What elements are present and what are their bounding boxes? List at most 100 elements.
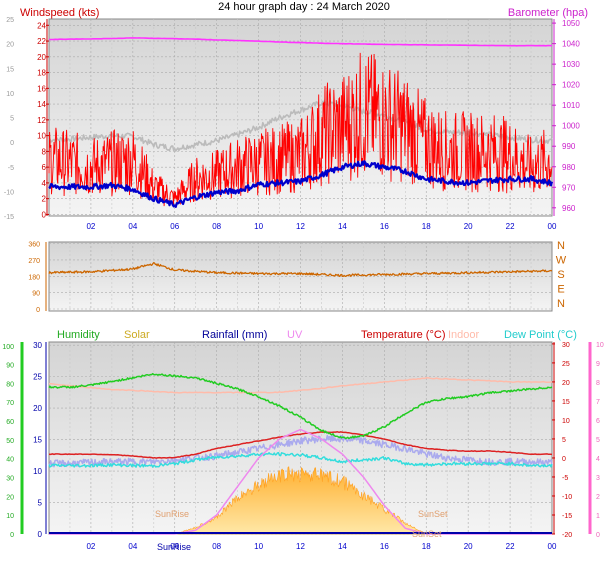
tick-wind-outer-15: 15	[6, 66, 14, 73]
tick-baro-1040: 1040	[562, 40, 580, 49]
tick-temp--5: -5	[562, 475, 568, 482]
tick-wind-inner-12: 12	[37, 116, 46, 125]
tick-temp-20: 20	[562, 380, 570, 387]
tick-uv-1: 1	[596, 513, 600, 520]
tick-wind-outer-5: 5	[10, 116, 14, 123]
series-wind-direction	[48, 261, 553, 278]
tick-x-wind-00: 00	[548, 222, 557, 231]
tick-x-wind-16: 16	[380, 222, 389, 231]
compass-E-3: E	[557, 284, 564, 296]
tick-dir-180: 180	[28, 274, 40, 281]
tick-wind-inner-2: 2	[42, 195, 47, 204]
legend-solar: Solar	[124, 329, 150, 341]
sunrise-label-lower: SunRise	[157, 542, 191, 552]
tick-left-25: 25	[33, 373, 42, 382]
tick-wind-outer--5: -5	[8, 165, 14, 172]
chart-title: 24 hour graph day : 24 March 2020	[218, 1, 390, 13]
tick-uv-0: 0	[596, 532, 600, 539]
tick-left-30: 30	[33, 341, 42, 350]
tick-x-wind-14: 14	[338, 222, 347, 231]
legend-humidity: Humidity	[57, 329, 100, 341]
tick-temp--20: -20	[562, 532, 572, 539]
tick-temp--15: -15	[562, 513, 572, 520]
legend-rainfall: Rainfall (mm)	[202, 329, 267, 341]
tick-wind-inner-6: 6	[42, 163, 47, 172]
series-indoor	[49, 377, 553, 394]
tick-dir-0: 0	[36, 307, 40, 314]
compass-W-1: W	[556, 255, 567, 267]
legend-temperature: Temperature (°C)	[361, 329, 445, 341]
tick-x-temp-14: 14	[338, 542, 347, 551]
tick-left-20: 20	[33, 404, 42, 413]
tick-wind-inner-4: 4	[42, 179, 47, 188]
legend-indoor: Indoor	[448, 329, 480, 341]
tick-left-0: 0	[38, 530, 43, 539]
tick-baro-980: 980	[562, 163, 576, 172]
tick-baro-1030: 1030	[562, 60, 580, 69]
tick-x-temp-02: 02	[86, 542, 95, 551]
tick-humidity-0: 0	[10, 532, 14, 539]
tick-x-temp-12: 12	[296, 542, 305, 551]
tick-humidity-100: 100	[2, 344, 14, 351]
tick-uv-2: 2	[596, 494, 600, 501]
tick-humidity-30: 30	[6, 476, 14, 483]
tick-baro-1010: 1010	[562, 101, 580, 110]
tick-humidity-80: 80	[6, 381, 14, 388]
tick-baro-960: 960	[562, 204, 576, 213]
tick-x-temp-10: 10	[254, 542, 263, 551]
windspeed-axis-title: Windspeed (kts)	[20, 7, 99, 19]
series-humidity	[48, 372, 553, 440]
tick-wind-outer-10: 10	[6, 91, 14, 98]
tick-x-temp-16: 16	[380, 542, 389, 551]
tick-x-wind-10: 10	[254, 222, 263, 231]
tick-uv-8: 8	[596, 380, 600, 387]
barometer-axis-title: Barometer (hpa)	[508, 7, 588, 19]
axis-labels: 2422201816141210864202520151050-5-10-151…	[2, 17, 604, 551]
tick-temp-10: 10	[562, 418, 570, 425]
tick-humidity-50: 50	[6, 438, 14, 445]
tick-temp-30: 30	[562, 342, 570, 349]
tick-wind-inner-24: 24	[37, 21, 46, 30]
tick-x-temp-06: 06	[170, 542, 179, 551]
tick-uv-9: 9	[596, 361, 600, 368]
tick-wind-outer--10: -10	[4, 189, 14, 196]
tick-wind-inner-10: 10	[37, 132, 46, 141]
series-dewpoint	[48, 451, 553, 468]
tick-wind-outer-25: 25	[6, 17, 14, 24]
series-barometer	[49, 37, 553, 47]
tick-temp-0: 0	[562, 456, 566, 463]
series-lilac	[48, 434, 553, 468]
tick-humidity-60: 60	[6, 419, 14, 426]
tick-humidity-10: 10	[6, 513, 14, 520]
tick-uv-4: 4	[596, 456, 600, 463]
tick-left-10: 10	[33, 467, 42, 476]
tick-uv-6: 6	[596, 418, 600, 425]
tick-baro-990: 990	[562, 142, 576, 151]
tick-wind-inner-8: 8	[42, 147, 47, 156]
tick-left-15: 15	[33, 436, 42, 445]
chart-marks	[48, 37, 554, 535]
tick-x-temp-00: 00	[548, 542, 557, 551]
tick-x-wind-18: 18	[422, 222, 431, 231]
tick-left-5: 5	[38, 499, 43, 508]
tick-baro-1000: 1000	[562, 122, 580, 131]
tick-wind-inner-14: 14	[37, 100, 46, 109]
tick-x-wind-08: 08	[212, 222, 221, 231]
tick-dir-90: 90	[32, 291, 40, 298]
tick-x-wind-12: 12	[296, 222, 305, 231]
tick-wind-inner-18: 18	[37, 69, 46, 78]
tick-temp-25: 25	[562, 361, 570, 368]
tick-baro-1020: 1020	[562, 81, 580, 90]
tick-x-wind-22: 22	[506, 222, 515, 231]
tick-x-wind-04: 04	[128, 222, 137, 231]
tick-wind-inner-16: 16	[37, 84, 46, 93]
tick-dir-360: 360	[28, 242, 40, 249]
tick-wind-inner-22: 22	[37, 37, 46, 46]
tick-uv-3: 3	[596, 475, 600, 482]
tick-baro-1050: 1050	[562, 19, 580, 28]
tick-uv-10: 10	[596, 342, 604, 349]
tick-dir-270: 270	[28, 258, 40, 265]
tick-wind-outer-20: 20	[6, 42, 14, 49]
series-temperature	[48, 431, 553, 459]
